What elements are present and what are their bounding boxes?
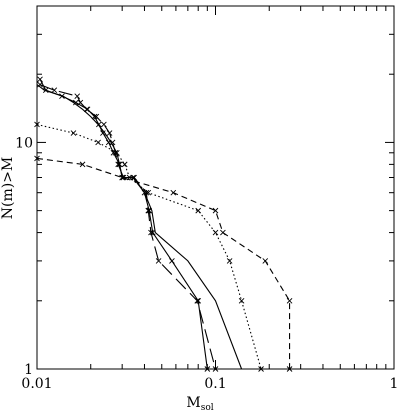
data-point: [74, 93, 81, 99]
data-point: [204, 366, 211, 372]
data-point: [106, 130, 113, 136]
data-point: [93, 113, 100, 120]
x-axis-label-main: M: [186, 395, 200, 411]
data-point: [212, 366, 219, 372]
data-point: [37, 76, 43, 83]
series-group: [34, 76, 293, 372]
series-line-dotted-x: [36, 123, 262, 370]
data-point: [212, 229, 219, 236]
data-point: [155, 258, 162, 264]
data-point: [286, 297, 293, 304]
y-tick-label: 1: [24, 362, 33, 378]
data-point: [212, 207, 219, 214]
data-point: [262, 258, 269, 264]
data-point: [195, 297, 202, 304]
data-point: [34, 155, 40, 162]
data-point: [238, 297, 245, 304]
data-point: [258, 366, 264, 372]
data-point: [148, 229, 154, 236]
plot-frame: [36, 5, 395, 370]
data-point: [73, 99, 79, 106]
data-point: [145, 207, 152, 214]
series-line-solid-x: [39, 79, 208, 370]
tick-labels: 0.01 0.1 1 1 10: [15, 135, 398, 392]
data-point: [121, 161, 128, 168]
y-tick-label: 10: [15, 135, 33, 151]
series-line-solid: [36, 84, 243, 370]
data-point: [286, 366, 293, 372]
series-line-long-dash-x: [39, 84, 217, 370]
data-point: [113, 149, 120, 156]
data-point: [70, 130, 77, 136]
x-axis-label: Msol: [186, 395, 213, 413]
data-point: [169, 258, 175, 264]
data-point: [51, 87, 58, 94]
axis-ticks: [36, 5, 394, 370]
data-point: [194, 297, 201, 304]
data-point: [95, 139, 101, 146]
y-axis-label: N(m)>M: [0, 157, 16, 220]
data-point: [195, 207, 202, 214]
data-point: [226, 258, 233, 264]
series-line-dashed-x: [36, 157, 291, 369]
data-point: [101, 121, 107, 128]
x-tick-label: 0.01: [21, 376, 52, 392]
data-point: [220, 229, 226, 236]
data-point: [77, 99, 84, 106]
x-tick-label: 0.1: [204, 376, 226, 392]
data-point: [100, 130, 106, 136]
data-point: [145, 189, 152, 196]
data-point: [170, 189, 177, 196]
x-tick-label: 1: [390, 376, 399, 392]
data-point: [34, 121, 40, 128]
data-point: [119, 174, 125, 181]
data-point: [109, 139, 116, 146]
data-point: [79, 161, 86, 168]
x-axis-label-sub: sol: [201, 403, 214, 413]
